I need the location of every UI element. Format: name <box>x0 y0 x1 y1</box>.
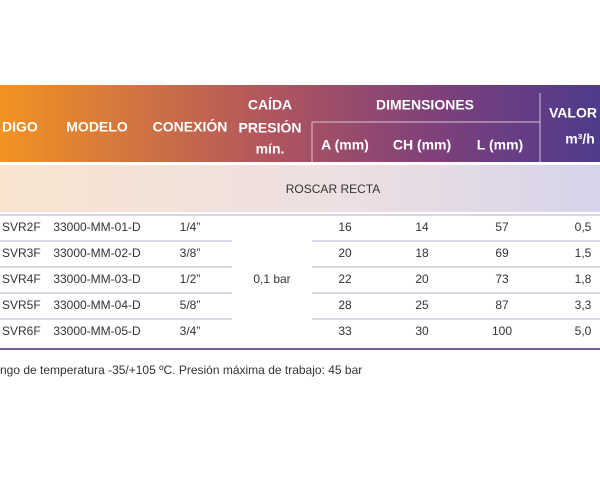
cell: 33000-MM-05-D <box>53 324 141 338</box>
cell: 0,5 <box>575 220 592 234</box>
header-cell: CONEXIÓN <box>153 118 228 135</box>
cell: SVR6F <box>2 324 41 338</box>
header-cell: mín. <box>256 141 285 157</box>
cell: 28 <box>338 298 352 312</box>
cell: 1/4” <box>180 220 201 234</box>
header-cell: VALOR K <box>549 105 600 121</box>
cell: 87 <box>495 298 509 312</box>
header-cell: CH (mm) <box>393 137 451 153</box>
header-cell: m³/h <box>565 131 595 147</box>
cell: 73 <box>495 272 509 286</box>
cell: 20 <box>415 272 429 286</box>
cell: 25 <box>415 298 429 312</box>
cell: SVR5F <box>2 298 41 312</box>
cell: 5/8” <box>180 298 201 312</box>
cell: 33000-MM-04-D <box>53 298 141 312</box>
cell: 5,0 <box>575 324 592 338</box>
cell: 20 <box>338 246 352 260</box>
cell: 69 <box>495 246 509 260</box>
cell: 22 <box>338 272 352 286</box>
cell: 33000-MM-03-D <box>53 272 141 286</box>
header-cell: CAÍDA <box>248 97 292 113</box>
cell: 100 <box>492 324 512 338</box>
cell: 30 <box>415 324 429 338</box>
header-cell: PRESIÓN <box>238 119 301 136</box>
cell: 3/8” <box>180 246 201 260</box>
cell: SVR3F <box>2 246 41 260</box>
cell: 3/4” <box>180 324 201 338</box>
cell: 3,3 <box>575 298 592 312</box>
cell: SVR2F <box>2 220 41 234</box>
header-cell: L (mm) <box>477 137 523 153</box>
cell: 1,8 <box>575 272 592 286</box>
cell: 1/2” <box>180 272 201 286</box>
section-title: ROSCAR RECTA <box>286 182 380 196</box>
cell: SVR4F <box>2 272 41 286</box>
cell: 16 <box>338 220 352 234</box>
footer-note: ngo de temperatura -35/+105 ºC. Presión … <box>0 363 362 377</box>
cell: 14 <box>415 220 429 234</box>
cell: 57 <box>495 220 509 234</box>
header-cell: A (mm) <box>321 137 369 153</box>
cell: 0,1 bar <box>253 272 290 286</box>
cell: 18 <box>415 246 429 260</box>
header-cell: DIGO <box>2 119 38 135</box>
header-cell: DIMENSIONES <box>376 97 474 113</box>
header-band <box>0 85 600 162</box>
cell: 33 <box>338 324 352 338</box>
cell: 1,5 <box>575 246 592 260</box>
cell: 33000-MM-01-D <box>53 220 141 234</box>
header-cell: MODELO <box>66 119 128 135</box>
section-band <box>0 165 600 212</box>
cell: 33000-MM-02-D <box>53 246 141 260</box>
